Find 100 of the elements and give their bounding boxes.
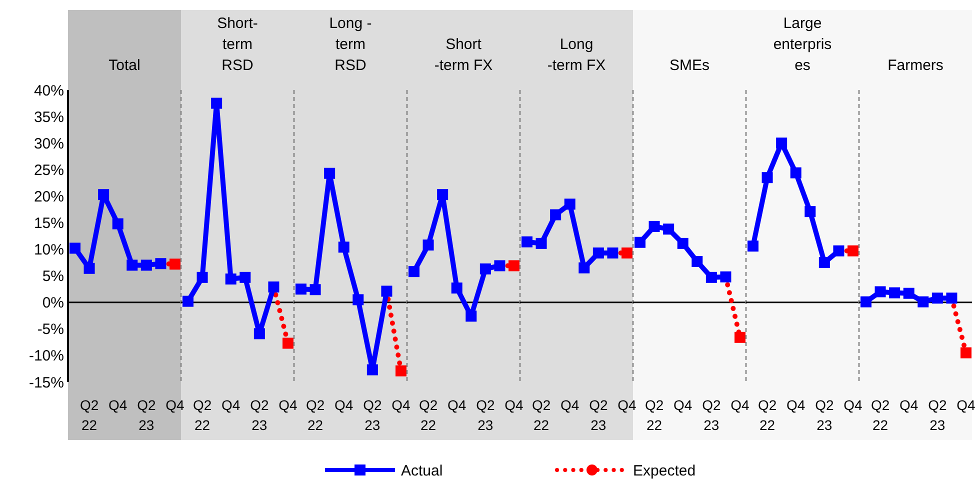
x-tick-label: Q2 22 [192, 397, 212, 433]
point [903, 288, 914, 299]
point [578, 262, 590, 274]
x-tick-label: Q4 [786, 397, 806, 413]
x-tick-label: Q4 [166, 397, 185, 413]
point [960, 347, 972, 358]
point [155, 258, 166, 270]
point [225, 274, 236, 285]
y-tick-label: -5% [37, 321, 64, 338]
point [889, 287, 900, 298]
x-tick-label: Q4 [956, 397, 976, 413]
x-tick-label: Q4 [278, 397, 298, 413]
legend-label: Actual [401, 462, 443, 479]
chart-title: Short -term FX [434, 36, 493, 74]
point [381, 286, 392, 297]
point [536, 238, 547, 249]
point [818, 257, 830, 268]
point [550, 209, 562, 220]
point [776, 138, 788, 149]
chart-title: Short- term RSD [217, 15, 258, 74]
point [592, 247, 604, 258]
x-tick-label: Q4 [560, 397, 580, 413]
x-tick-label: Q4 [844, 397, 863, 413]
x-tick-label: Q4 [392, 397, 411, 413]
point [833, 245, 844, 256]
point [790, 167, 802, 178]
x-tick-label: Q4 [674, 397, 692, 413]
point [338, 242, 350, 253]
x-tick-label: Q4 [222, 397, 240, 413]
x-tick-label: Q2 22 [532, 397, 551, 433]
point [634, 236, 646, 248]
chart-title: Long - term RSD [329, 15, 372, 74]
point [607, 247, 618, 258]
point [396, 365, 406, 376]
x-tick-label: Q2 22 [418, 397, 438, 433]
x-tick-label: Q2 23 [476, 397, 495, 433]
x-tick-label: Q4 [448, 397, 466, 413]
point [196, 272, 208, 283]
x-tick-label: Q2 22 [870, 397, 890, 433]
point [663, 224, 674, 235]
point [310, 284, 321, 296]
y-tick-label: 35% [34, 108, 64, 126]
chart-title: Total [108, 57, 140, 74]
point [366, 364, 378, 376]
point [140, 260, 152, 271]
y-tick-label: 20% [34, 188, 64, 206]
point [762, 172, 773, 184]
x-tick-label: Q2 23 [250, 397, 269, 433]
x-tick-label: Q4 [108, 397, 128, 413]
x-tick-label: Q2 23 [137, 397, 156, 433]
point [692, 256, 703, 267]
point [706, 272, 717, 283]
point [170, 258, 180, 270]
point [860, 296, 872, 308]
point [408, 266, 420, 278]
y-tick-label: -10% [28, 348, 64, 365]
x-tick-label: Q2 22 [80, 397, 99, 433]
chart-title: SMEs [669, 57, 710, 74]
point [422, 240, 434, 251]
point [70, 242, 80, 254]
x-tick-label: Q2 23 [928, 397, 947, 433]
point [480, 263, 491, 274]
y-tick-label: 5% [42, 268, 64, 286]
point [677, 238, 688, 249]
point [946, 292, 958, 304]
x-tick-label: Q2 23 [363, 397, 382, 433]
point [282, 338, 294, 349]
point [268, 281, 280, 292]
y-tick-label: 30% [34, 135, 64, 152]
chart-title: Long -term FX [547, 36, 606, 74]
point [522, 236, 532, 248]
point [494, 260, 506, 272]
point [848, 245, 858, 256]
x-tick-label: Q4 [504, 397, 524, 413]
x-tick-label: Q2 23 [815, 397, 834, 433]
y-tick-label: -15% [28, 374, 64, 392]
point [918, 296, 929, 308]
point [564, 198, 576, 210]
point [748, 240, 758, 252]
point [126, 260, 138, 271]
point [804, 206, 816, 218]
point [648, 220, 660, 232]
point [112, 218, 124, 230]
point [296, 284, 306, 295]
x-tick-label: Q4 [618, 397, 637, 413]
y-tick-label: 40% [34, 82, 64, 100]
point [466, 310, 477, 322]
chart-title: Large enterpris es [773, 15, 832, 74]
y-tick-label: 25% [34, 162, 64, 179]
point [84, 262, 95, 274]
x-tick-label: Q4 [900, 397, 918, 413]
chart-title: Farmers [888, 57, 944, 74]
x-tick-label: Q2 22 [758, 397, 777, 433]
point [874, 286, 886, 298]
x-tick-label: Q2 22 [306, 397, 325, 433]
point [622, 247, 632, 258]
x-tick-label: Q4 [334, 397, 354, 413]
point [508, 260, 520, 272]
y-tick-label: 10% [34, 242, 64, 259]
point [437, 189, 448, 200]
